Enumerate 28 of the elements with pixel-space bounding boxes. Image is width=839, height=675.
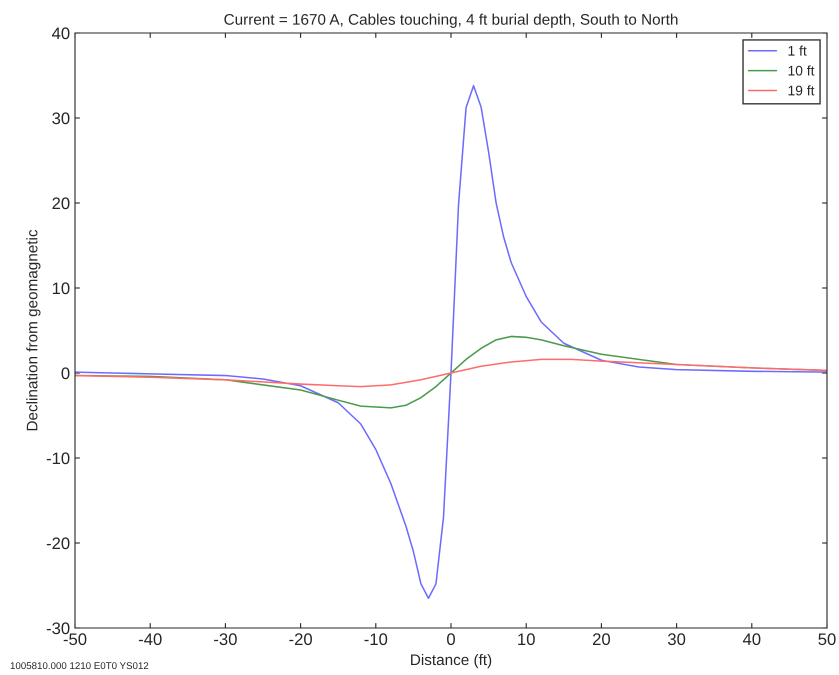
legend-label: 1 ft bbox=[788, 46, 807, 56]
y-tick-label: -10 bbox=[46, 452, 70, 464]
x-tick-label: 50 bbox=[818, 633, 836, 646]
x-tick-label: -10 bbox=[364, 633, 388, 646]
y-tick-label: 20 bbox=[52, 197, 70, 210]
chart-title: Current = 1670 A, Cables touching, 4 ft burial depth, South to North bbox=[224, 14, 678, 28]
x-tick-label: 20 bbox=[592, 633, 610, 646]
x-tick-label: 10 bbox=[518, 633, 535, 646]
legend-label: 19 ft bbox=[788, 85, 814, 96]
y-tick-label: -30 bbox=[46, 622, 70, 634]
y-tick-label: 30 bbox=[52, 112, 70, 124]
x-tick-label: -20 bbox=[289, 633, 312, 646]
x-tick-label: 30 bbox=[668, 633, 686, 646]
x-tick-label: -30 bbox=[214, 633, 237, 646]
legend-label: 10 ft bbox=[788, 65, 814, 76]
y-tick-label: -20 bbox=[46, 537, 70, 550]
x-axis-title: Distance (ft) bbox=[411, 654, 492, 668]
y-axis-title: Declination from geomagnetic bbox=[26, 230, 40, 430]
x-tick-label: -50 bbox=[64, 633, 86, 646]
x-tick-label: 0 bbox=[447, 633, 455, 646]
x-tick-label: -40 bbox=[138, 633, 162, 646]
x-tick-label: 40 bbox=[742, 633, 760, 646]
y-tick-label: 40 bbox=[52, 27, 70, 40]
line-series bbox=[75, 84, 827, 600]
line-series bbox=[75, 358, 827, 388]
y-tick-label: 0 bbox=[62, 367, 70, 380]
y-tick-label: 10 bbox=[52, 282, 70, 294]
text: 1005810.000 1210 E0T0 YS012 bbox=[10, 662, 148, 670]
